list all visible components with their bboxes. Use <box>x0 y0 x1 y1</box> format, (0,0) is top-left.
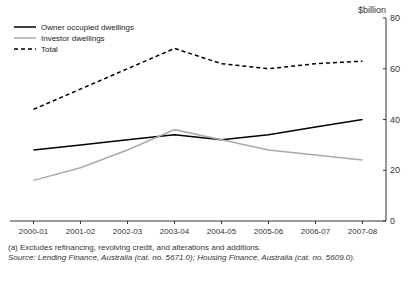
chart: 0 20 40 60 80 2000-01 2001-02 2002-03 2003-04 200… <box>0 0 416 243</box>
x-tick-label: 2005-06 <box>254 227 284 236</box>
x-tick <box>362 221 363 224</box>
legend-swatch <box>14 48 36 50</box>
plot-area <box>34 48 363 180</box>
y-tick <box>383 119 386 120</box>
x-tick-label: 2007-08 <box>348 227 378 236</box>
footnote: Source: Lending Finance, Australia (cat.… <box>0 253 416 263</box>
y-tick-label: 0 <box>390 216 395 226</box>
x-tick <box>221 221 222 224</box>
y-axis-label: $billion <box>358 5 386 15</box>
x-tick <box>315 221 316 224</box>
y-tick-label: 60 <box>390 64 400 74</box>
footnotes: (a) Excludes refinancing, revolving cred… <box>0 243 416 263</box>
y-tick <box>383 170 386 171</box>
legend-swatch <box>14 37 36 39</box>
series-line <box>34 48 363 109</box>
y-tick <box>383 18 386 19</box>
x-tick-label: 2006-07 <box>301 227 331 236</box>
y-tick-label: 40 <box>390 115 400 125</box>
x-tick <box>268 221 269 224</box>
x-axis-line <box>10 221 386 222</box>
y-tick <box>383 68 386 69</box>
legend-entry: Owner occupied dwellings <box>41 23 134 32</box>
footnote: (a) Excludes refinancing, revolving cred… <box>0 243 416 253</box>
x-tick <box>80 221 81 224</box>
x-tick-label: 2004-05 <box>207 227 237 236</box>
x-tick-label: 2003-04 <box>160 227 190 236</box>
series-line <box>34 130 363 181</box>
legend: Owner occupied dwellings Investor dwellin… <box>14 23 134 54</box>
x-tick-label: 2001-02 <box>66 227 96 236</box>
x-tick-label: 2002-03 <box>113 227 143 236</box>
y-tick-label: 80 <box>390 13 400 23</box>
legend-entry: Total <box>41 45 58 54</box>
x-tick <box>127 221 128 224</box>
x-tick <box>174 221 175 224</box>
legend-entry: Investor dwellings <box>41 34 105 43</box>
legend-swatch <box>14 26 36 28</box>
y-tick <box>383 221 386 222</box>
y-tick-label: 20 <box>390 165 400 175</box>
x-tick-label: 2000-01 <box>19 227 49 236</box>
x-tick <box>33 221 34 224</box>
